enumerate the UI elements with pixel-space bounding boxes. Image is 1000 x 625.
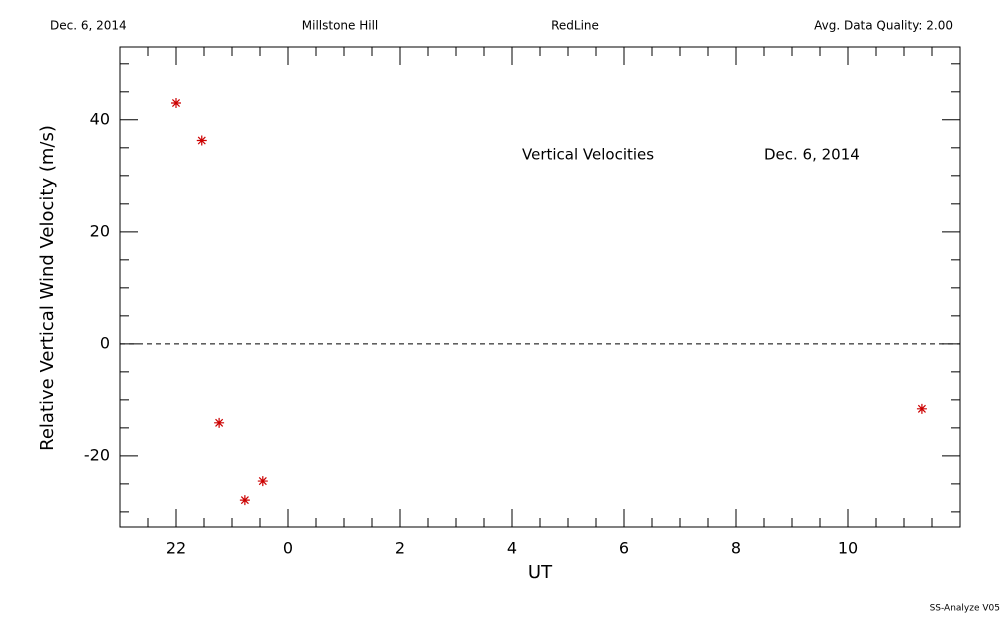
header-quality: Avg. Data Quality: 2.00 <box>814 19 953 33</box>
data-point <box>916 403 927 414</box>
y-tick-label: -20 <box>84 445 110 464</box>
x-tick-label: 2 <box>395 539 405 558</box>
plot-frame <box>119 46 961 528</box>
footer: SS-Analyze V05 <box>930 604 1000 614</box>
x-tick-label: 0 <box>283 539 293 558</box>
y-tick-label: 40 <box>90 109 110 128</box>
x-tick-label: 4 <box>507 539 517 558</box>
x-tick-label: 22 <box>166 539 186 558</box>
y-tick-label: 20 <box>90 221 110 240</box>
header-line: RedLine <box>551 19 599 33</box>
data-point <box>257 476 268 487</box>
annotation-date: Dec. 6, 2014 <box>764 146 860 164</box>
x-tick-label: 10 <box>838 539 858 558</box>
data-point <box>171 98 181 109</box>
data-point <box>196 135 207 146</box>
annotation-title: Vertical Velocities <box>522 146 654 164</box>
header-site: Millstone Hill <box>302 19 378 33</box>
y-tick-label: 0 <box>100 333 110 352</box>
y-axis-label: Relative Vertical Wind Velocity (m/s) <box>37 125 58 451</box>
x-tick-label: 8 <box>731 539 741 558</box>
header-date: Dec. 6, 2014 <box>50 19 127 33</box>
x-axis-label: UT <box>528 562 553 583</box>
data-point <box>239 495 250 506</box>
data-point <box>214 417 225 428</box>
x-tick-label: 6 <box>619 539 629 558</box>
